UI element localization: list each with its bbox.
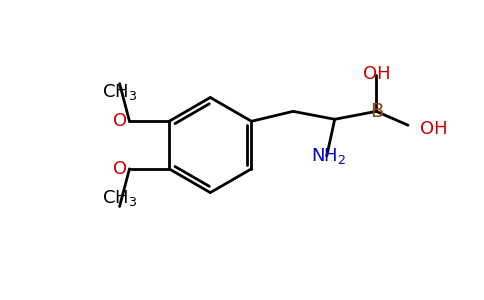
Text: NH$_2$: NH$_2$ xyxy=(311,146,347,166)
Text: CH$_3$: CH$_3$ xyxy=(102,188,137,208)
Text: OH: OH xyxy=(420,120,448,138)
Text: B: B xyxy=(370,102,383,121)
Text: OH: OH xyxy=(363,65,390,83)
Text: CH$_3$: CH$_3$ xyxy=(102,82,137,102)
Text: O: O xyxy=(113,112,127,130)
Text: O: O xyxy=(113,160,127,178)
